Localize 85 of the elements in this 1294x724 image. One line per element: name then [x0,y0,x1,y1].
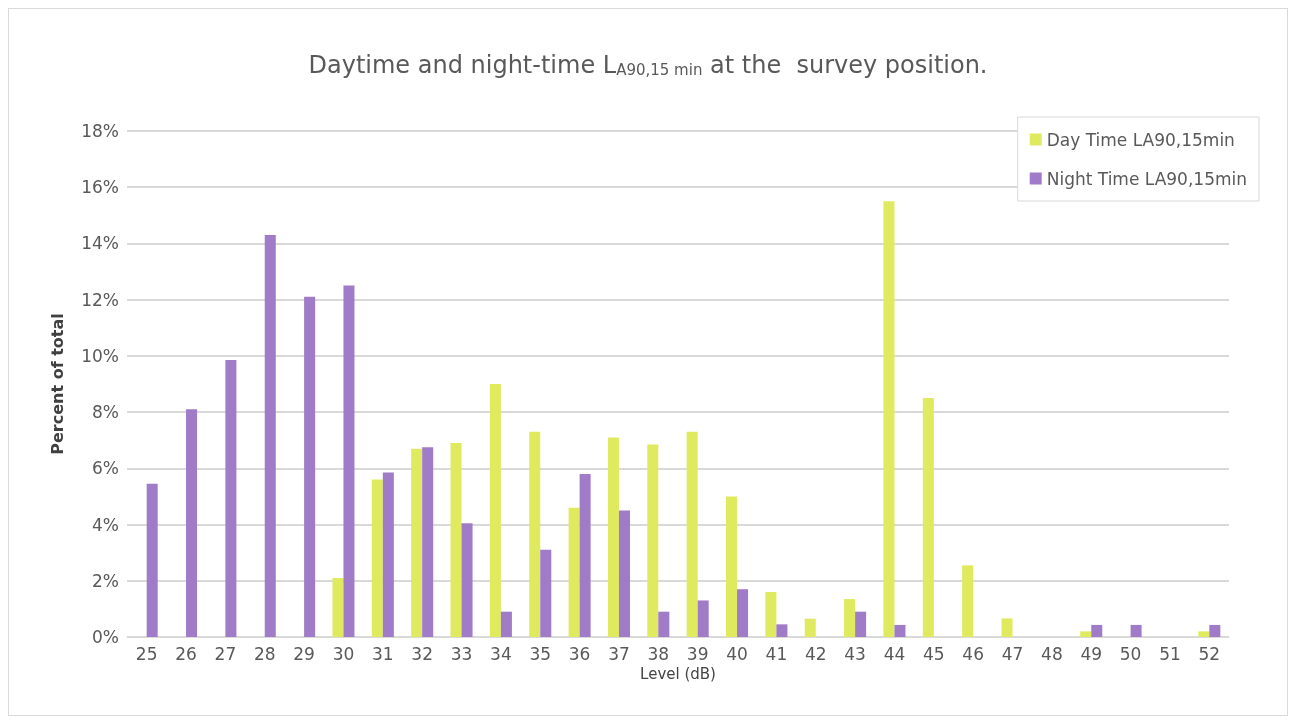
bar [1091,624,1103,637]
x-tick-label: 29 [293,643,315,664]
bar [894,624,906,637]
bar [618,510,630,637]
bar [529,431,541,637]
bar [844,599,856,637]
bar [658,611,670,637]
x-tick-label: 49 [1080,643,1103,664]
bar [186,409,198,637]
x-tick-label: 46 [962,643,984,664]
bar [647,444,659,637]
x-tick-label: 28 [253,643,276,664]
x-axis-title: Level (dB) [640,665,716,684]
x-tick-label: 25 [135,643,158,664]
bar [922,398,934,637]
bar [697,600,709,637]
bar [1080,631,1092,637]
x-tick-label: 52 [1198,643,1221,664]
x-tick-label: 26 [175,643,197,664]
x-tick-label: 37 [608,643,630,664]
x-tick-label: 34 [490,643,512,664]
x-tick-label: 47 [1001,643,1024,664]
y-tick-label: 8% [92,402,119,423]
bar [264,235,276,637]
y-tick-label: 12% [81,289,119,310]
bar [540,549,552,637]
x-tick-label: 42 [804,643,827,664]
bar [579,473,591,637]
bar [686,431,698,637]
x-tick-label: 31 [372,643,394,664]
bar [332,577,344,637]
bar [450,443,462,637]
bar [411,448,423,637]
y-tick-label: 6% [92,458,119,479]
bar [1209,624,1221,637]
bar [883,201,895,637]
x-tick-label: 32 [411,643,433,664]
x-tick-label: 41 [765,643,788,664]
bar [461,523,473,637]
x-tick-label: 36 [568,643,591,664]
x-tick-label: 38 [647,643,670,664]
bar [500,611,512,637]
x-tick-label: 44 [883,643,906,664]
x-tick-label: 50 [1119,643,1142,664]
bar [568,507,580,637]
y-tick-label: 0% [92,627,119,647]
x-tick-label: 30 [332,643,355,664]
y-axis-title: Percent of total [47,313,67,455]
x-tick-label: 51 [1159,643,1181,664]
x-tick-label: 33 [450,643,473,664]
y-tick-label: 10% [81,345,119,366]
bar [382,472,394,637]
x-tick-label: 43 [844,643,866,664]
bar [855,611,867,637]
bar [776,624,788,637]
legend-label: Day Time LA90,15min [1046,129,1235,150]
bar [304,296,316,637]
bar [1001,618,1013,637]
bar [1130,624,1142,637]
bar [343,285,355,637]
bar [422,447,434,637]
bar [804,618,816,637]
y-tick-label: 18% [81,121,119,141]
bar [225,360,237,637]
bar [371,479,383,637]
bar [962,565,974,637]
x-tick-label: 40 [726,643,748,664]
y-tick-label: 16% [81,177,119,198]
x-tick-label: 48 [1041,643,1063,664]
y-tick-label: 14% [81,233,119,254]
bar [1198,631,1210,637]
legend-label: Night Time LA90,15min [1046,168,1248,189]
x-tick-label: 27 [214,643,237,664]
bar [146,483,158,637]
bar [737,589,749,637]
chart-title: Daytime and night-time LA90,15 min at the survey position. [308,50,988,79]
y-tick-label: 2% [92,570,119,591]
bar [607,437,619,637]
bar [765,592,777,637]
y-tick-label: 4% [92,514,119,535]
bar [726,496,738,637]
x-tick-label: 45 [923,643,945,664]
x-tick-label: 39 [686,643,709,664]
bar [489,384,501,637]
x-tick-label: 35 [529,643,552,664]
